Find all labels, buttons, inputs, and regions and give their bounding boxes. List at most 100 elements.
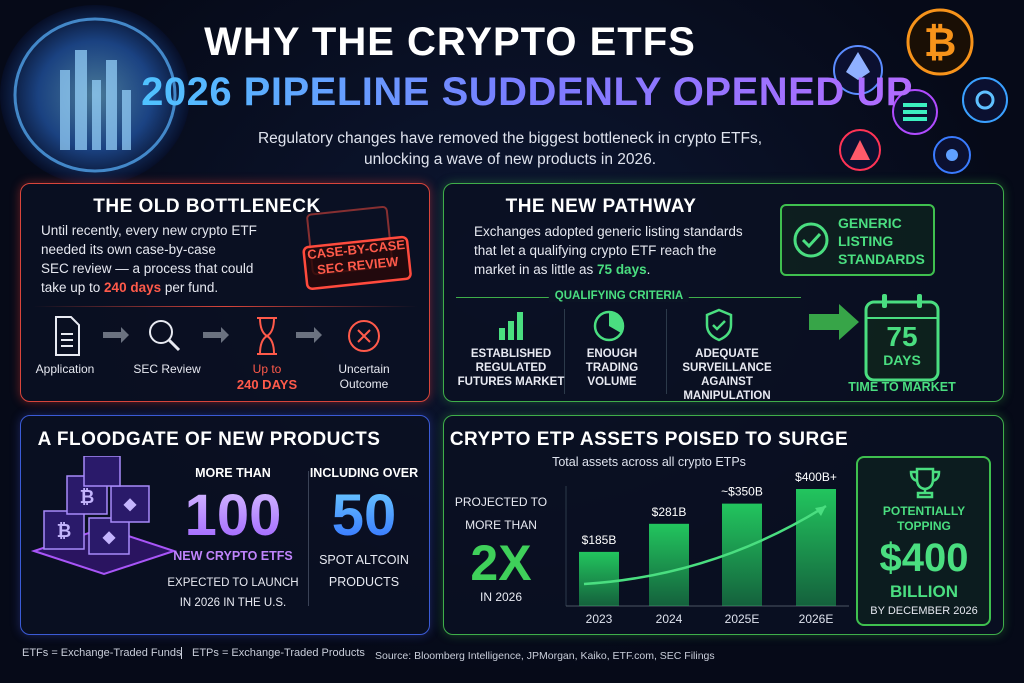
stat-note: EXPECTED TO LAUNCH [167,577,299,589]
stat-label: NEW CRYPTO ETFS [173,549,293,563]
box-big: $400 [879,536,969,580]
criterion-line: AGAINST [701,376,753,388]
trend-arrow-head [815,506,826,516]
projection-line: IN 2026 [479,590,523,604]
stat-pre: MORE THAN [195,466,271,480]
badge-line: STANDARDS [838,251,925,267]
step-line: Outcome [339,377,389,391]
svg-text:₿: ₿ [80,487,95,507]
divider [33,306,418,307]
bar [796,489,836,606]
criterion-line: SURVEILLANCE [682,362,772,374]
calendar-number: 75 [886,321,918,352]
criteria-heading: QUALIFYING CRITERIA [548,290,690,302]
stat-note: IN 2026 IN THE U.S. [179,597,287,609]
bar-chart: $185B 2023 $281B 2024 ~$350B 2025E $400B+ 2026E [565,470,849,626]
body-line: needed its own case-by-case [41,242,216,257]
step-line: Uncertain [338,362,390,376]
box-text: POTENTIALLY TOPPING [883,504,965,534]
criterion-line: MANIPULATION [683,390,771,402]
x-tick-label: 2023 [586,612,613,626]
box-unit: BILLION [890,582,958,601]
body-line: SEC review — a process that could [41,261,254,276]
panel-title: CRYPTO ETP ASSETS POISED TO SURGE [449,429,849,450]
criterion-line: FUTURES MARKET [457,376,565,388]
svg-text:◆: ◆ [123,496,137,513]
calendar-graphic [809,294,940,382]
body-line: market in as little as 75 days. [474,260,650,279]
panel-title: THE OLD BOTTLENECK [93,196,321,217]
stat-pre: INCLUDING OVER [309,466,419,480]
badge: GENERIC LISTING STANDARDS [780,204,935,276]
projection-line: PROJECTED TO [454,495,548,509]
svg-text:₿: ₿ [57,521,72,541]
highlight: 240 days [104,280,162,295]
step-icons [55,316,380,356]
step-line: Application [35,362,95,376]
divider [564,309,565,394]
stat-notes: EXPECTED TO LAUNCH IN 2026 IN THE U.S. [167,573,298,613]
stat-note: PRODUCTS [328,575,400,589]
x-tick-label: 2026E [799,612,834,626]
panel-title: THE NEW PATHWAY [505,196,697,217]
assets-panel: CRYPTO ETP ASSETS POISED TO SURGE Total … [443,415,1004,635]
separator [181,647,182,659]
box-note: BY DECEMBER 2026 [870,605,978,617]
step: SEC Review [133,362,200,377]
divider [308,471,309,606]
highlight: 75 days [597,262,647,277]
text: . [646,262,651,277]
text: take up to [41,280,105,295]
subtitle: Regulatory changes have removed the bigg… [257,130,763,147]
calendar-caption: TIME TO MARKET [848,380,956,394]
criterion: ESTABLISHED REGULATED FUTURES MARKET [458,347,565,389]
step: Uncertain Outcome [338,362,389,392]
criteria-icons [499,308,733,342]
calendar-unit: DAYS [883,352,921,368]
badge-line: LISTING [838,233,894,249]
criterion: ENOUGH TRADING VOLUME [586,347,638,389]
step-line: SEC Review [133,362,201,376]
stat-note: SPOT ALTCOIN [319,553,409,567]
svg-text:₿: ₿ [924,21,957,65]
bar [579,551,619,606]
stat-notes: SPOT ALTCOIN PRODUCTS [319,549,409,593]
value-label: $281B [652,505,687,519]
badge-line: GENERIC [838,215,902,231]
x-tick-label: 2025E [725,612,760,626]
stat-number: 50 [331,483,397,548]
step: Up to 240 DAYS [237,362,297,392]
body-line: that let a qualifying crypto ETF reach t… [474,243,717,258]
new-pathway-panel: THE NEW PATHWAY Exchanges adopted generi… [443,183,1004,402]
footnote: ETPs = Exchange-Traded Products [192,647,365,659]
step-line: 240 DAYS [236,377,298,392]
criterion-line: TRADING [585,362,639,374]
projection-big: 2X [470,535,532,591]
trend-arrow [583,504,827,586]
value-label: ~$350B [721,485,763,499]
criterion: ADEQUATE SURVEILLANCE AGAINST MANIPULATION [682,347,771,403]
svg-text:◆: ◆ [102,529,116,546]
box-line: TOPPING [897,519,951,533]
panel-subtitle: Total assets across all crypto ETPs [552,455,746,469]
highlight-box: POTENTIALLY TOPPING $400 BILLION BY DECEM… [856,456,991,626]
criterion-line: ENOUGH [586,348,638,360]
value-label: $185B [582,533,617,547]
x-tick-label: 2024 [656,612,683,626]
stat-number: 100 [184,483,282,548]
criterion-line: ADEQUATE [695,348,759,360]
criterion-line: ESTABLISHED [470,348,552,360]
floodgate-panel: A FLOODGATE OF NEW PRODUCTS ₿ ₿ ◆ ◆ MORE TH… [20,415,430,635]
text: per fund. [161,280,219,295]
footnote: ETFs = Exchange-Traded Funds [22,647,182,659]
badge-text: GENERIC LISTING STANDARDS [838,214,925,268]
subtitle: unlocking a wave of new products in 2026… [363,151,657,168]
body-line: Exchanges adopted generic listing standa… [474,224,743,239]
criterion-line: REGULATED [475,362,547,374]
old-bottleneck-panel: THE OLD BOTTLENECK Until recently, every… [20,183,430,402]
cubes: ₿ ₿ ◆ ◆ [30,456,178,576]
box-line: POTENTIALLY [882,504,966,518]
source: Source: Bloomberg Intelligence, JPMorgan… [375,650,715,662]
